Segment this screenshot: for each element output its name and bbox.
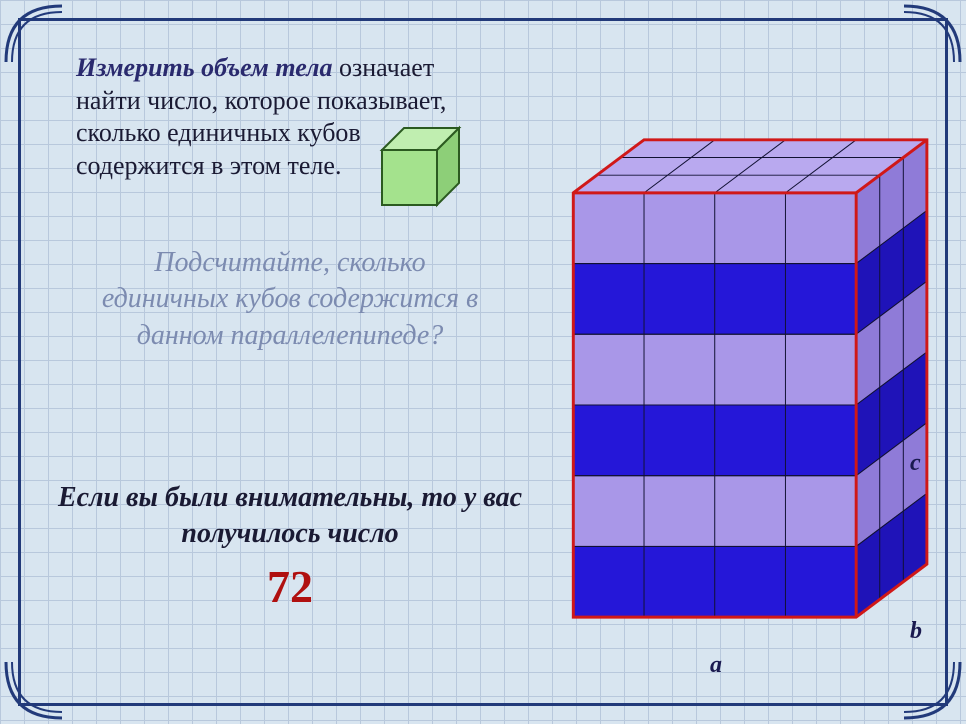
parallelepiped-diagram — [560, 130, 950, 680]
slide-content: Измерить объем тела означает найти число… — [30, 30, 936, 694]
unit-cube-diagram — [370, 120, 470, 220]
definition-lead: Измерить объем тела — [76, 53, 332, 82]
answer-text: Если вы были внимательны, то у вас получ… — [58, 482, 522, 549]
question-text: Подсчитайте, сколько единичных кубов сод… — [90, 245, 490, 354]
axis-label-a: a — [710, 652, 722, 679]
answer-number: 72 — [50, 557, 530, 617]
answer-block: Если вы были внимательны, то у вас получ… — [50, 480, 530, 617]
axis-label-b: b — [910, 618, 922, 645]
axis-label-c: c — [910, 450, 921, 477]
